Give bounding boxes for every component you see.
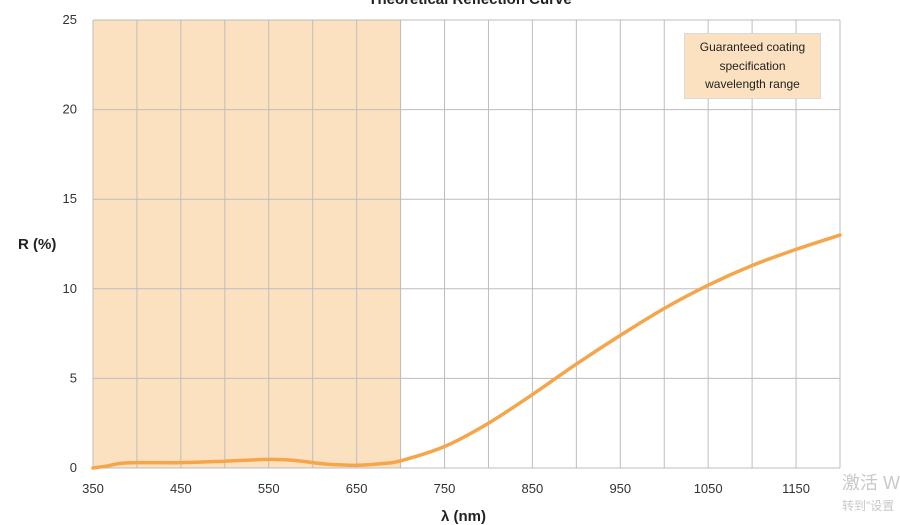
activation-watermark-line2: 转到"设置 [842,499,895,513]
y-tick-label: 0 [70,460,77,475]
x-tick-label: 1050 [694,481,723,496]
legend-line-1: Guaranteed coating [699,40,806,54]
reflection-curve-line [91,233,842,470]
x-tick-label: 1150 [782,481,810,496]
x-tick-label: 550 [258,481,280,496]
legend-line-3: wavelength range [705,77,800,91]
y-tick-label: 20 [63,102,77,117]
x-tick-label: 650 [346,481,368,496]
shaded-region-legend: Guaranteed coating specification wavelen… [684,33,821,99]
x-tick-label: 950 [609,481,631,496]
activation-watermark-line1: 激活 W [842,473,900,493]
x-tick-label: 450 [170,481,192,496]
y-tick-label: 10 [63,281,77,296]
legend-line-2: specification [719,58,786,73]
y-axis-label: R (%) [18,236,57,253]
x-tick-label: 750 [434,481,456,496]
chart-title: Theoretical Reflection Curve [0,0,900,8]
y-tick-label: 5 [70,370,77,385]
y-tick-label: 25 [63,12,77,27]
x-tick-label: 850 [522,481,544,496]
x-tick-label: 350 [82,481,104,496]
x-axis-label: λ (nm) [441,508,486,525]
spec-range-shading [93,20,401,468]
y-tick-label: 15 [63,191,77,206]
